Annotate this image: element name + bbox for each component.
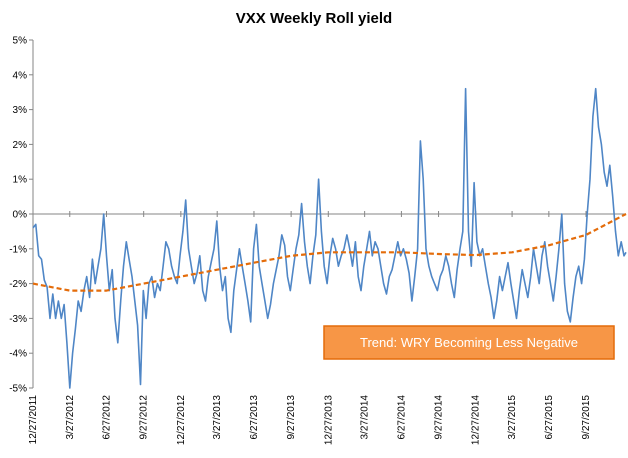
y-tick-label: 4% [13, 70, 28, 81]
x-tick-label: 6/27/2014 [396, 395, 407, 440]
x-tick-label: 9/27/2014 [434, 395, 445, 440]
x-tick-label: 6/27/2015 [544, 395, 555, 440]
trend-annotation-box [323, 325, 615, 360]
x-tick-label: 12/27/2011 [28, 395, 39, 445]
x-tick-label: 3/27/2013 [212, 395, 223, 440]
y-tick-label: -2% [9, 279, 27, 290]
chart-title: VXX Weekly Roll yield [236, 10, 392, 27]
x-tick-label: 12/27/2013 [323, 395, 334, 445]
plot-area: 5% 4% 3% 2% 1% 0% -1% -2% -3% -4% -5%12/27/2011 3/2… [9, 36, 627, 445]
y-tick-label: 2% [13, 140, 28, 151]
trend-line [32, 213, 627, 292]
x-tick-label: 3/27/2015 [507, 395, 518, 440]
y-tick-label: 1% [13, 175, 28, 186]
y-tick-label: -1% [9, 244, 27, 255]
x-tick-label: 3/27/2012 [65, 395, 76, 440]
x-tick-label: 9/27/2015 [581, 395, 592, 440]
roll-yield-series-line [32, 87, 627, 389]
x-tick-label: 9/27/2012 [139, 395, 150, 440]
x-tick-label: 12/27/2014 [471, 395, 482, 445]
x-tick-label: 3/27/2014 [360, 395, 371, 440]
x-tick-label: 6/27/2013 [249, 395, 260, 440]
y-tick-label: 5% [13, 36, 28, 47]
x-tick-label: 9/27/2013 [286, 395, 297, 440]
y-tick-label: -5% [9, 384, 27, 395]
y-tick-label: 0% [13, 210, 28, 221]
y-tick-label: 3% [13, 105, 28, 116]
y-tick-label: -4% [9, 349, 27, 360]
x-tick-label: 6/27/2012 [102, 395, 113, 440]
trend-annotation: Trend: WRY Becoming Less Negative [323, 325, 615, 360]
y-tick-label: -3% [9, 314, 27, 325]
trend-annotation-text: Trend: WRY Becoming Less Negative [360, 335, 578, 350]
x-tick-label: 12/27/2012 [176, 395, 187, 445]
